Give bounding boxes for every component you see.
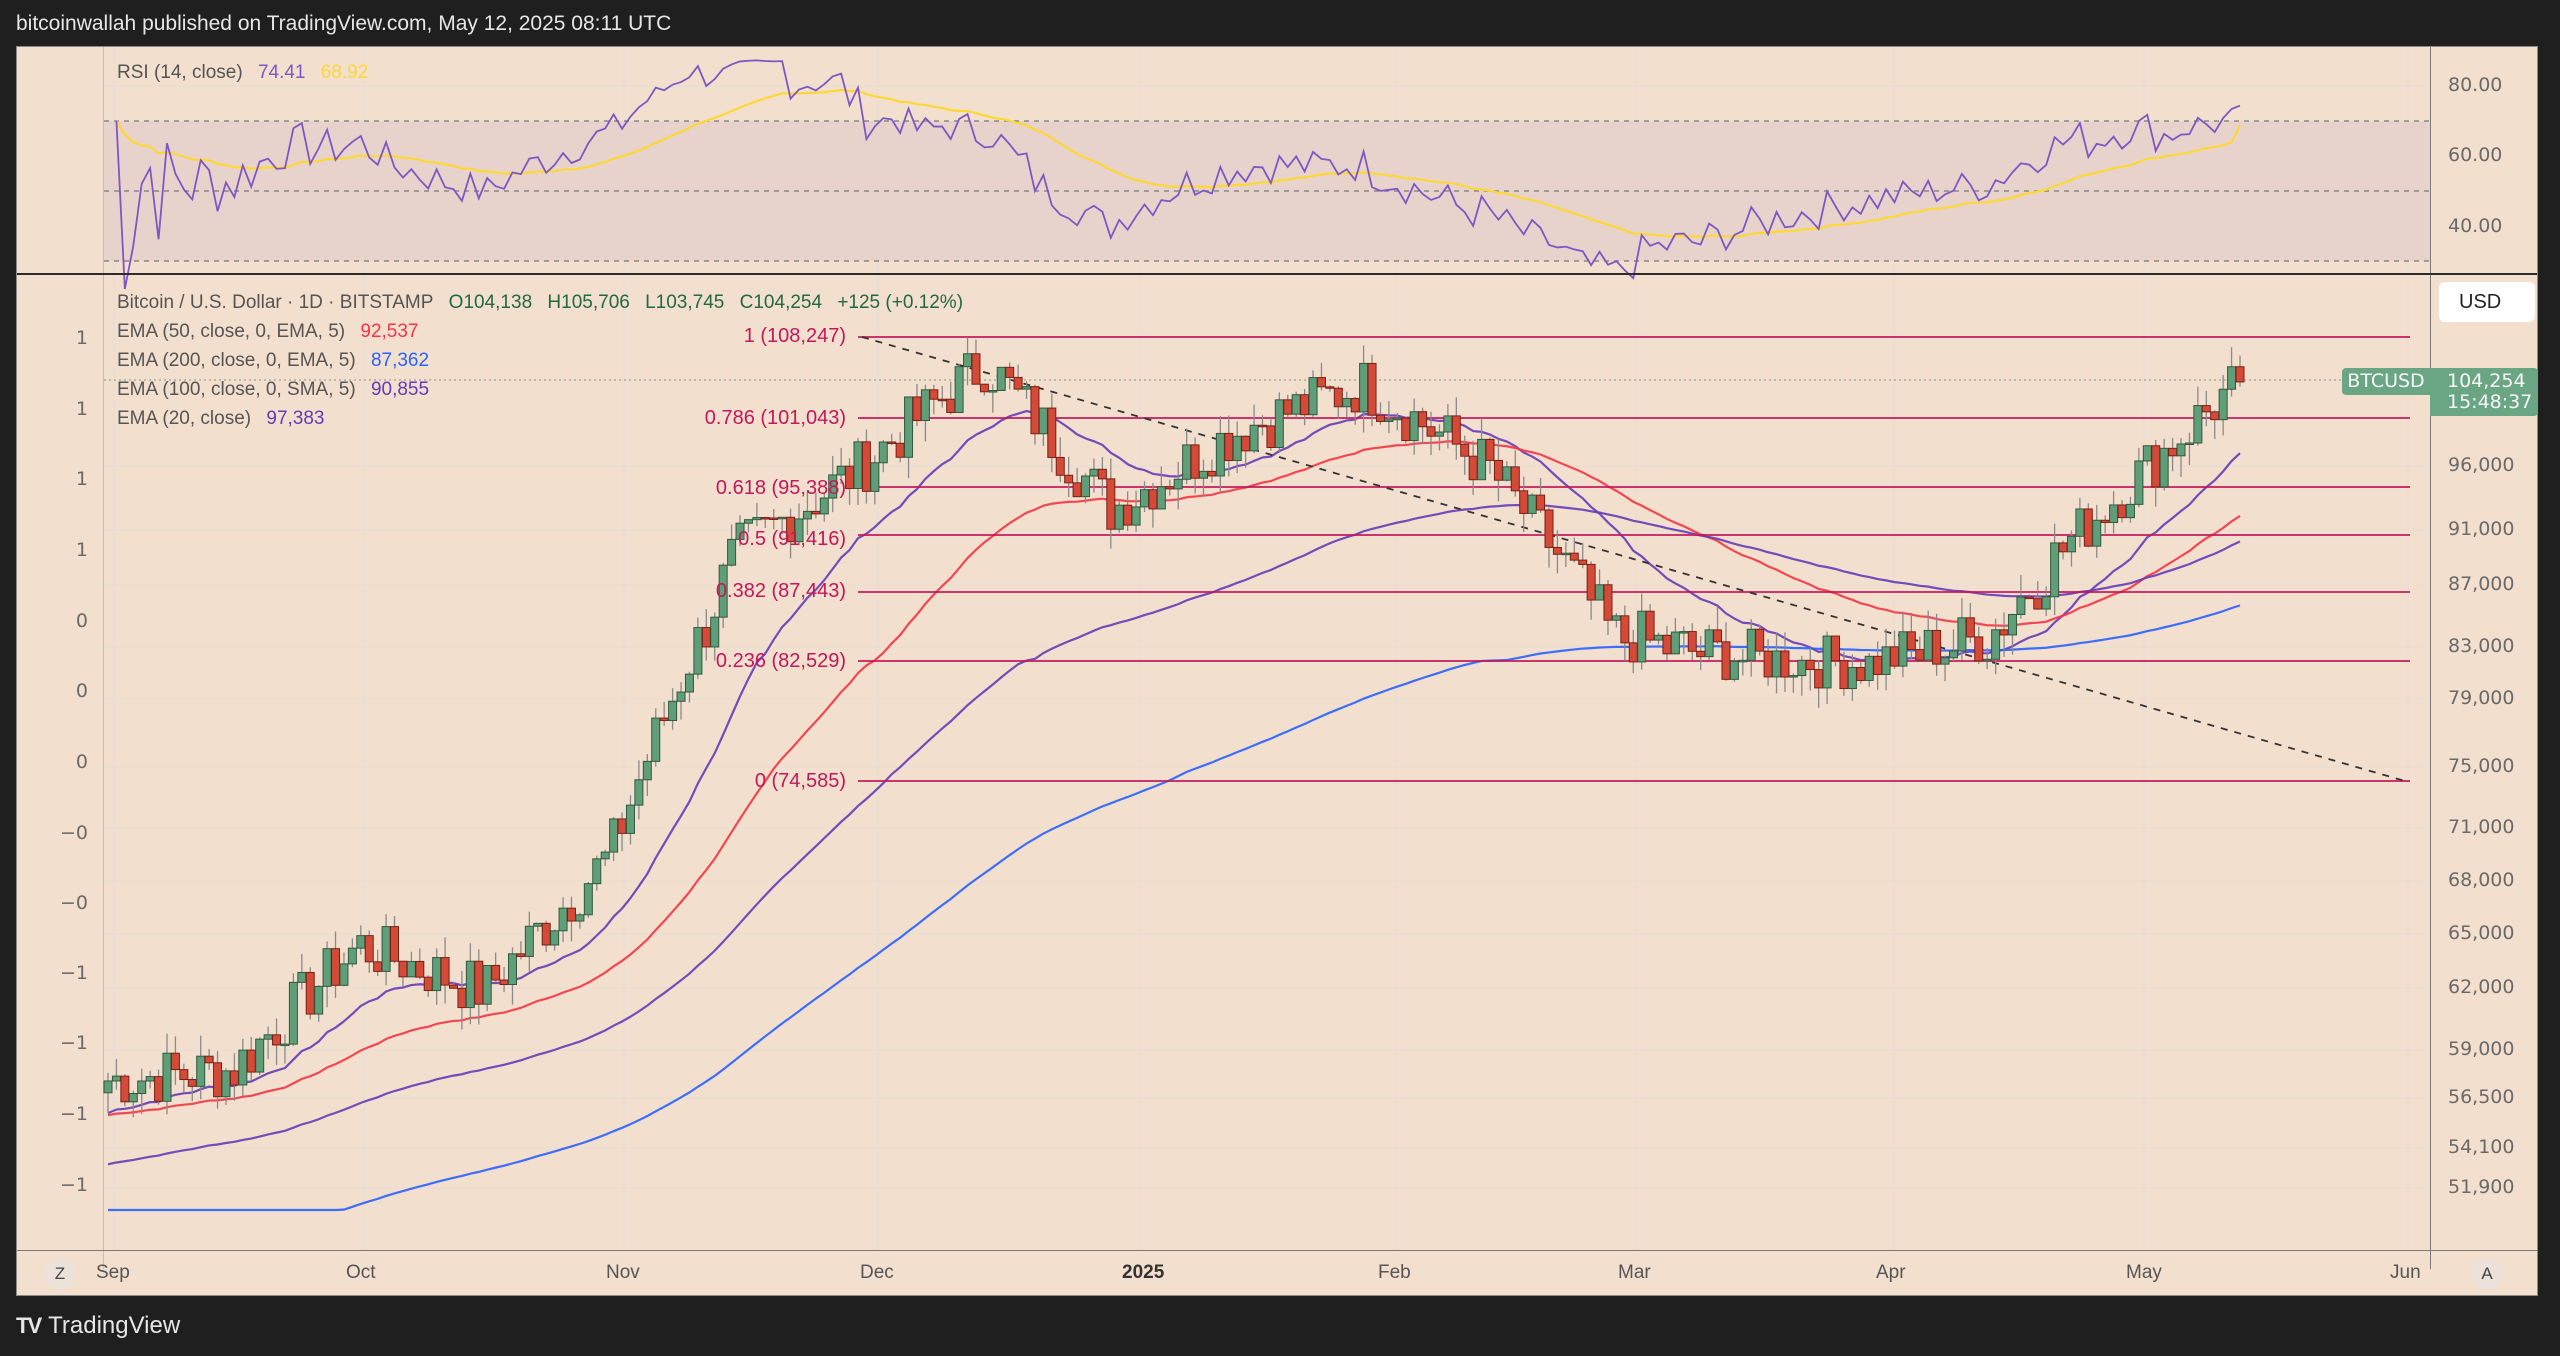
left-axis-label: 0 (75, 610, 88, 632)
left-axis-label: −0 (59, 892, 88, 914)
indicator-value: 90,855 (370, 379, 430, 400)
left-axis-label: 1 (75, 539, 88, 561)
price-axis-label: 87,000 (2448, 573, 2515, 595)
left-axis-label: −1 (59, 962, 88, 984)
rsi-axis-label: 80.00 (2448, 74, 2503, 96)
fib-label-05: 0.5 (91,416) (738, 528, 846, 550)
time-axis-label: 2025 (1122, 1262, 1165, 1283)
time-axis-label: Feb (1378, 1262, 1411, 1283)
pane-separator[interactable] (17, 273, 2537, 275)
indicator-value: 97,383 (266, 408, 325, 429)
fib-label-0618: 0.618 (95,388) (715, 477, 846, 499)
indicator-legend-ema50[interactable]: EMA (50, close, 0, EMA, 5) 92,537 (117, 321, 429, 343)
symbol-title: Bitcoin / U.S. Dollar · 1D · BITSTAMP (117, 292, 434, 313)
left-axis-label: 1 (75, 327, 88, 349)
time-axis-label: Jun (2390, 1262, 2421, 1283)
left-axis-label: −1 (59, 1174, 88, 1196)
ohlc-open: O104,138 (448, 292, 533, 313)
indicator-legend-ema20[interactable]: EMA (20, close) 97,383 (117, 408, 335, 430)
left-axis-label: 0 (75, 680, 88, 702)
last-price-tag: 104,254 15:48:37 (2430, 368, 2538, 416)
indicator-value: 87,362 (370, 350, 430, 371)
rsi-axis-label: 60.00 (2448, 144, 2503, 166)
price-axis-label: 96,000 (2448, 454, 2515, 476)
time-axis-label: Apr (1876, 1262, 1906, 1283)
rsi-ma-value: 68.92 (320, 62, 369, 83)
fib-label-0786: 0.786 (101,043) (704, 407, 846, 429)
time-axis-divider (17, 1250, 2537, 1251)
rsi-label: RSI (14, close) (117, 62, 243, 83)
brand-name: TradingView (48, 1312, 181, 1339)
last-price: 104,254 (2447, 370, 2526, 392)
left-axis-label: 1 (75, 398, 88, 420)
indicator-label: EMA (50, close, 0, EMA, 5) (117, 321, 346, 342)
auto-scale-button[interactable]: A (2471, 1258, 2503, 1290)
price-axis-label: 65,000 (2448, 922, 2515, 944)
ohlc-close: C104,254 (739, 292, 823, 313)
fib-label-1: 1 (108,247) (743, 325, 846, 347)
ohlc-low: L103,745 (645, 292, 725, 313)
currency-button[interactable]: USD (2439, 282, 2535, 322)
indicator-legend-ema200[interactable]: EMA (200, close, 0, EMA, 5) 87,362 (117, 350, 439, 372)
price-axis-label: 59,000 (2448, 1038, 2515, 1060)
bar-countdown: 15:48:37 (2447, 391, 2533, 413)
rsi-legend: RSI (14, close) 74.41 68.92 (117, 62, 378, 84)
fib-label-0382: 0.382 (87,443) (715, 580, 846, 602)
time-axis-label: Nov (606, 1262, 640, 1283)
footer-branding: TV TradingView (16, 1312, 180, 1340)
left-axis-label: 0 (75, 751, 88, 773)
price-axis-label: 62,000 (2448, 976, 2515, 998)
left-axis-label: 1 (75, 468, 88, 490)
time-axis-label: Sep (96, 1262, 130, 1283)
indicator-label: EMA (20, close) (117, 408, 252, 429)
price-axis-label: 54,100 (2448, 1136, 2515, 1158)
rsi-axis-label: 40.00 (2448, 215, 2503, 237)
published-by-text: bitcoinwallah published on TradingView.c… (16, 12, 672, 35)
left-axis-label: −0 (59, 822, 88, 844)
indicator-value: 92,537 (360, 321, 419, 342)
time-axis-label: Oct (346, 1262, 376, 1283)
left-axis-label: −1 (59, 1103, 88, 1125)
price-axis-label: 75,000 (2448, 755, 2515, 777)
left-axis-label: −1 (59, 1032, 88, 1054)
price-axis-label: 79,000 (2448, 687, 2515, 709)
price-axis-label: 91,000 (2448, 518, 2515, 540)
indicator-label: EMA (200, close, 0, EMA, 5) (117, 350, 356, 371)
time-axis-label: Dec (860, 1262, 894, 1283)
time-axis-label: Mar (1618, 1262, 1651, 1283)
price-axis-label: 71,000 (2448, 816, 2515, 838)
price-axis-label: 68,000 (2448, 869, 2515, 891)
ohlc-high: H105,706 (547, 292, 630, 313)
rsi-value: 74.41 (257, 62, 306, 83)
indicator-label: EMA (100, close, 0, SMA, 5) (117, 379, 356, 400)
symbol-price-tag: BTCUSD (2342, 368, 2430, 395)
tradingview-logo-icon: TV (16, 1313, 42, 1338)
fib-label-0236: 0.236 (82,529) (715, 650, 846, 672)
time-axis-label: May (2126, 1262, 2162, 1283)
symbol-legend: Bitcoin / U.S. Dollar · 1D · BITSTAMP O1… (117, 292, 973, 314)
fib-label-0: 0 (74,585) (754, 770, 846, 792)
price-axis-label: 83,000 (2448, 635, 2515, 657)
ohlc-change: +125 (+0.12%) (837, 292, 964, 313)
indicator-legend-ema100[interactable]: EMA (100, close, 0, SMA, 5) 90,855 (117, 379, 439, 401)
zoom-button[interactable]: Z (44, 1258, 76, 1290)
price-axis-label: 56,500 (2448, 1086, 2515, 1108)
left-price-scale[interactable] (17, 47, 104, 1269)
right-price-scale[interactable] (2430, 47, 2538, 1269)
price-axis-label: 51,900 (2448, 1176, 2515, 1198)
